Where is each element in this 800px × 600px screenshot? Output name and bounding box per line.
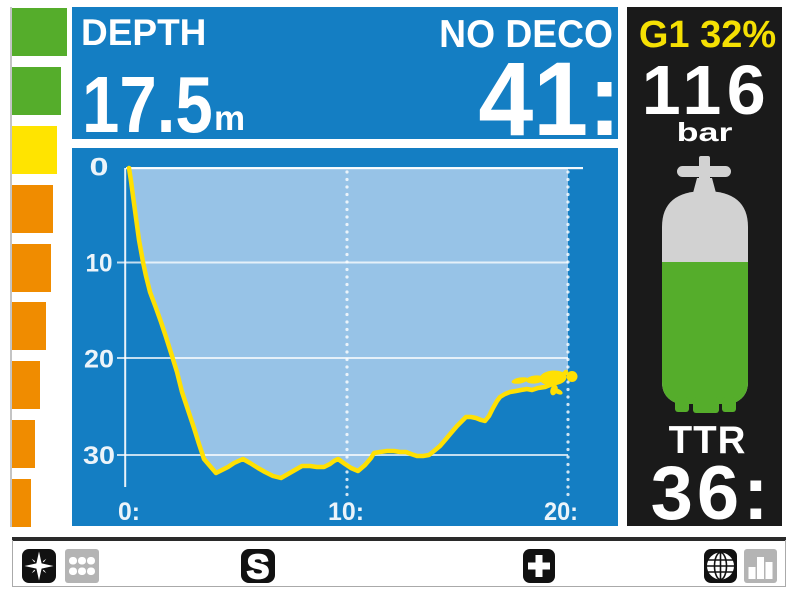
svg-text:S: S [247,549,269,583]
svg-text:10:: 10: [328,498,364,526]
svg-text:30: 30 [83,442,115,470]
svg-text:0:: 0: [118,498,140,526]
svg-text:10: 10 [86,250,113,278]
svg-text:20:: 20: [544,498,578,526]
svg-text:0: 0 [90,154,109,182]
svg-text:20: 20 [84,346,114,374]
